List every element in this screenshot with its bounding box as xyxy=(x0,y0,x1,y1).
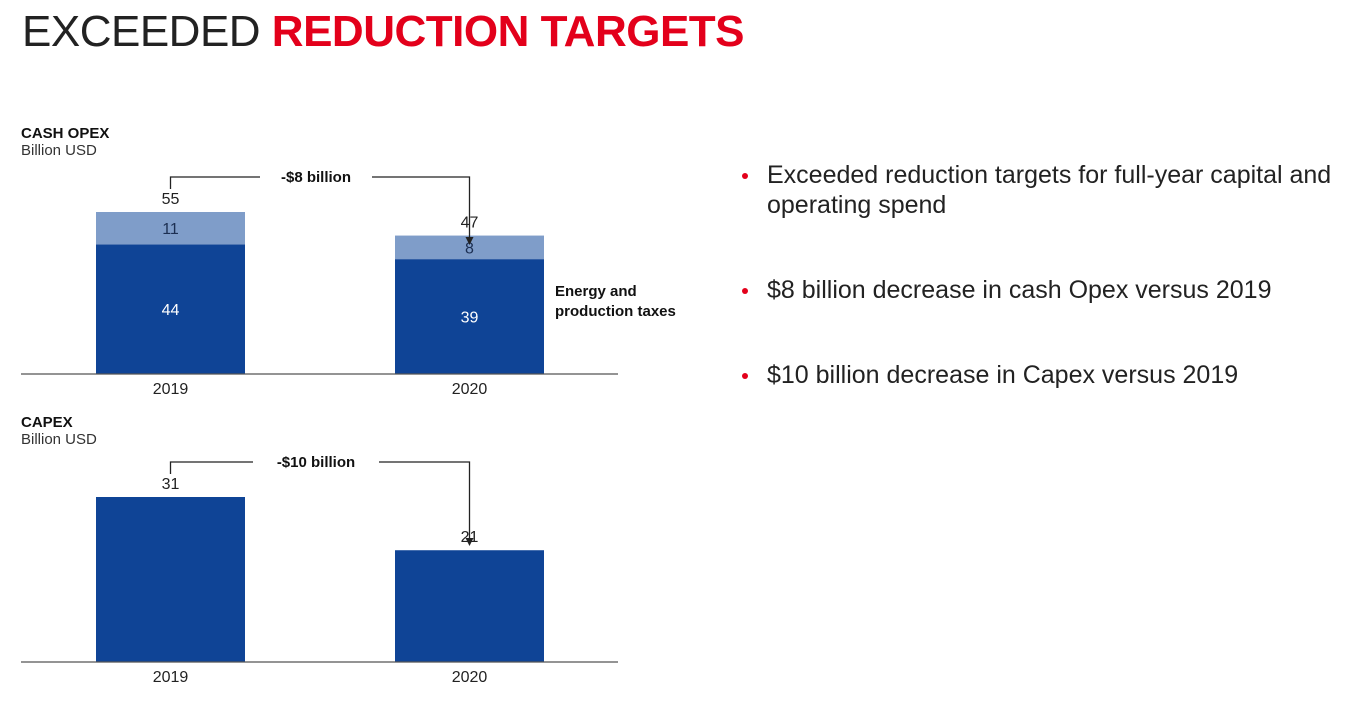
segment-value-label: 11 xyxy=(162,221,179,238)
x-tick-label: 2020 xyxy=(452,669,488,686)
bar-segment xyxy=(96,244,245,374)
title-part-2: REDUCTION TARGETS xyxy=(271,7,745,56)
x-tick-label: 2020 xyxy=(452,381,488,398)
capex-chart-header: CAPEX Billion USD xyxy=(21,414,97,448)
change-bracket-left xyxy=(169,461,253,474)
change-arrowhead xyxy=(465,237,474,245)
capex-chart-title: CAPEX xyxy=(21,414,73,431)
bar-total-label: 31 xyxy=(162,476,180,493)
bar-segment xyxy=(395,259,544,374)
bullet-item: $10 billion decrease in Capex versus 201… xyxy=(740,360,1340,390)
bar-segment xyxy=(96,497,245,662)
segment-value-label: 39 xyxy=(461,310,479,327)
opex-chart-header: CASH OPEX Billion USD xyxy=(21,125,109,159)
bullet-item: Exceeded reduction targets for full-year… xyxy=(740,160,1340,220)
slide-title: EXCEEDED REDUCTION TARGETS xyxy=(22,6,745,58)
segment-value-label: 8 xyxy=(465,240,474,257)
opex-chart-unit: Billion USD xyxy=(21,142,97,159)
bar-segment xyxy=(395,550,544,662)
change-bracket-right xyxy=(379,461,471,540)
change-bracket-left xyxy=(169,176,260,189)
change-bracket-right xyxy=(372,176,471,239)
change-annotation: -$8 billion xyxy=(281,169,351,186)
change-arrowhead xyxy=(465,538,474,546)
capex-chart-unit: Billion USD xyxy=(21,431,97,448)
bullet-list: Exceeded reduction targets for full-year… xyxy=(740,160,1340,445)
x-tick-label: 2019 xyxy=(153,381,189,398)
bar-total-label: 55 xyxy=(162,191,180,208)
series-label: Energy and production taxes xyxy=(555,283,676,320)
x-tick-label: 2019 xyxy=(153,669,189,686)
bar-segment xyxy=(395,235,544,260)
bullet-item: $8 billion decrease in cash Opex versus … xyxy=(740,275,1340,305)
title-part-1: EXCEEDED xyxy=(22,7,272,56)
segment-value-label: 44 xyxy=(162,302,180,319)
bar-segment xyxy=(96,212,245,245)
opex-chart-title: CASH OPEX xyxy=(21,125,110,142)
change-annotation: -$10 billion xyxy=(277,454,355,471)
